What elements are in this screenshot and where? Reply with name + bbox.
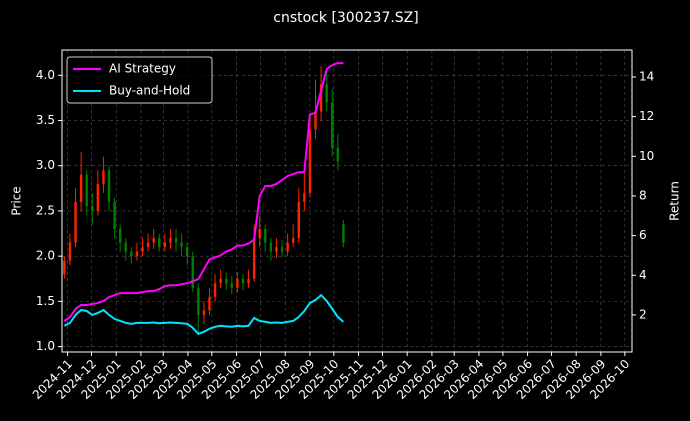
candle-body — [303, 192, 306, 202]
candle-body — [102, 170, 105, 184]
return-line — [63, 62, 344, 322]
candle-body — [158, 238, 161, 248]
y-tick-label: 1.0 — [36, 339, 55, 353]
plot-frame — [61, 49, 633, 353]
y-tick-label: 1.5 — [36, 294, 55, 308]
candle-body — [236, 278, 239, 288]
candle-body — [130, 251, 133, 257]
candle-body — [85, 174, 88, 207]
candle-body — [325, 84, 328, 103]
y2-tick-label: 12 — [639, 109, 654, 123]
candle-body — [331, 102, 334, 148]
candle-body — [241, 278, 245, 284]
y2-axis-label: Return — [668, 181, 682, 221]
candle-body — [297, 201, 300, 239]
candle-body — [197, 287, 200, 315]
candle-body — [185, 247, 189, 257]
y2-tick-label: 14 — [639, 69, 654, 83]
y2-tick-label: 6 — [639, 228, 647, 242]
candle-body — [314, 111, 317, 130]
candle-body — [191, 256, 194, 288]
candle-body — [174, 238, 178, 243]
y-tick-label: 3.0 — [36, 158, 55, 172]
candle-body — [308, 129, 312, 193]
candle-body — [252, 238, 256, 279]
return-line — [63, 293, 345, 335]
candle-body — [91, 206, 94, 211]
candle-body — [124, 242, 127, 252]
candle-body — [258, 229, 261, 239]
candle-body — [163, 242, 167, 248]
chart-title: cnstock [300237.SZ] — [273, 10, 418, 26]
candle-body — [342, 224, 345, 243]
candle-body — [264, 229, 267, 243]
candle-body — [291, 238, 295, 243]
candle-body — [208, 296, 211, 311]
candle-body — [152, 238, 155, 243]
candle-body — [319, 84, 323, 112]
candle-body — [135, 251, 139, 257]
y-axis-label: Price — [10, 186, 24, 215]
y-tick-label: 2.0 — [36, 249, 55, 263]
legend-label: AI Strategy — [109, 62, 176, 76]
y-tick-label: 4.0 — [36, 68, 55, 82]
candle-body — [247, 278, 250, 284]
candle-body — [286, 242, 289, 252]
candle-body — [169, 238, 172, 243]
candle-body — [68, 242, 72, 261]
candle-body — [336, 147, 340, 162]
candle-body — [96, 183, 100, 211]
candle-body — [213, 283, 217, 297]
candle-body — [79, 174, 83, 202]
candle-body — [225, 278, 228, 284]
candle-body — [118, 229, 122, 243]
candle-body — [146, 242, 150, 248]
legend-label: Buy-and-Hold — [109, 84, 190, 98]
candle-body — [202, 310, 206, 315]
candle-body — [107, 170, 111, 202]
candle-body — [219, 278, 222, 284]
y2-tick-label: 4 — [639, 268, 647, 282]
candle-body — [141, 247, 144, 252]
y-tick-label: 3.5 — [36, 113, 55, 127]
y-tick-label: 2.5 — [36, 203, 55, 217]
candle-body — [269, 242, 273, 252]
candle-body — [180, 242, 183, 248]
y2-tick-label: 2 — [639, 307, 647, 321]
y2-tick-label: 10 — [639, 149, 654, 163]
candle-body — [74, 201, 77, 243]
candle-body — [113, 201, 116, 230]
y2-tick-label: 8 — [639, 188, 647, 202]
candle-body — [275, 247, 278, 252]
candle-body — [63, 260, 66, 275]
candle-body — [280, 247, 284, 252]
candle-body — [230, 283, 234, 288]
legend-box — [66, 56, 213, 104]
